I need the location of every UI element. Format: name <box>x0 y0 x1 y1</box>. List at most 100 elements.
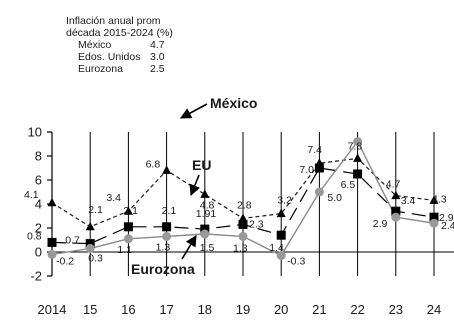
data-label-eurozona: 1.3 <box>233 242 248 254</box>
legend-row-mexico-value: 4.7 <box>150 39 165 51</box>
series-label-eurozona: Eurozona <box>131 261 195 277</box>
marker-eurozona <box>314 187 324 197</box>
y-tick-label: 4 <box>35 197 42 212</box>
marker-eurozona <box>353 137 363 147</box>
y-tick-label: 6 <box>35 173 42 188</box>
series-label-mexico: México <box>210 95 257 111</box>
data-label-eu: 2.1 <box>123 205 138 217</box>
marker-eurozona <box>276 251 286 261</box>
data-label-eurozona: -0.2 <box>56 255 74 267</box>
data-label-eu: 7.0 <box>299 164 314 176</box>
x-tick-label: 2014 <box>38 302 67 317</box>
marker-eu <box>429 212 439 222</box>
data-label-eurozona: 0.3 <box>88 252 103 264</box>
marker-mexico <box>47 197 57 207</box>
data-label-mexico: 3.4 <box>106 192 121 204</box>
data-label-eurozona: -0.3 <box>287 256 305 268</box>
legend: Inflación anual prom década 2015-2024 (%… <box>66 15 173 75</box>
x-tick-label: 24 <box>427 302 441 317</box>
data-label-eurozona: 1.1 <box>117 244 132 256</box>
marker-eu <box>200 224 210 234</box>
x-tick-label: 22 <box>350 302 364 317</box>
data-label-eu: 3.4 <box>401 195 416 207</box>
legend-row-mexico-name: México <box>78 39 111 51</box>
x-tick-label: 15 <box>83 302 97 317</box>
marker-eu <box>238 219 248 229</box>
marker-mexico <box>85 221 95 231</box>
marker-mexico <box>200 189 210 198</box>
x-tick-label: 17 <box>159 302 173 317</box>
marker-eurozona <box>123 234 133 244</box>
marker-mexico <box>353 153 363 162</box>
marker-eu <box>276 230 286 240</box>
marker-eu <box>85 239 95 249</box>
data-label-mexico: 7.8 <box>348 140 363 152</box>
marker-eu <box>353 169 363 179</box>
marker-eurozona <box>85 243 95 253</box>
legend-title-line2: década 2015-2024 (%) <box>66 27 173 39</box>
marker-mexico <box>429 195 439 204</box>
y-tick-label: -2 <box>30 269 42 284</box>
data-label-eurozona: 1.3 <box>156 241 171 253</box>
y-tick-label: 8 <box>35 149 42 164</box>
marker-eurozona <box>162 231 172 241</box>
data-label-eu: 0.8 <box>27 230 42 242</box>
series-label-eu: EU <box>192 157 211 173</box>
data-label-mexico: 4.3 <box>432 193 447 205</box>
y-tick-label: 0 <box>35 245 42 260</box>
eu-arrow <box>189 174 200 197</box>
data-label-eu: 2.1 <box>162 205 177 217</box>
y-tick-label: 10 <box>28 125 42 140</box>
marker-eurozona <box>429 218 439 228</box>
x-tick-label: 18 <box>198 302 212 317</box>
data-label-eu: 6.5 <box>341 179 356 191</box>
data-label-eurozona: 2.9 <box>373 218 388 230</box>
data-label-mexico: 4.8 <box>200 199 215 211</box>
legend-row-us-name: Edos. Unidos <box>78 51 140 63</box>
marker-eurozona <box>238 231 248 241</box>
x-tick-label: 21 <box>312 302 326 317</box>
x-tick-label: 19 <box>236 302 250 317</box>
marker-eurozona <box>47 249 57 259</box>
data-label-mexico: 4.7 <box>386 179 401 191</box>
data-label-mexico: 2.8 <box>237 199 252 211</box>
y-tick-label: 2 <box>35 221 42 236</box>
eurozona-arrow <box>181 235 197 260</box>
data-label-eu: 2.9 <box>439 212 454 224</box>
data-labels: 4.12.13.46.84.8 2.8 3.27.4 7.84.74.30.8 0.72… <box>24 140 454 267</box>
mexico-arrow <box>180 103 208 119</box>
series-callouts: México EU Eurozona <box>131 95 257 277</box>
x-tick-label: 23 <box>389 302 403 317</box>
data-label-mexico: 2.1 <box>88 204 103 216</box>
grid-lines <box>89 132 435 276</box>
legend-row-eurozone-name: Eurozona <box>78 63 123 75</box>
marker-eu <box>162 222 172 232</box>
data-label-eurozona: 2.4 <box>441 220 454 232</box>
marker-mexico <box>123 206 133 215</box>
legend-row-us-value: 3.0 <box>150 51 165 63</box>
data-label-mexico: 3.2 <box>277 195 292 207</box>
data-label-mexico: 7.4 <box>307 144 322 156</box>
marker-eu <box>47 237 57 247</box>
marker-mexico <box>162 165 172 174</box>
x-tick-label: 16 <box>121 302 135 317</box>
marker-eurozona <box>200 229 210 239</box>
legend-title-line1: Inflación anual prom <box>66 15 161 27</box>
data-label-eurozona: 1.5 <box>200 242 215 254</box>
data-label-mexico: 4.1 <box>24 189 39 201</box>
marker-mexico <box>238 213 248 222</box>
data-label-eu: 1.4 <box>269 242 284 254</box>
data-label-eu: 1.91 <box>196 208 217 220</box>
data-label-eu: 2.3 <box>249 218 264 230</box>
x-tick-label: 20 <box>274 302 288 317</box>
series-markers <box>47 137 439 261</box>
data-label-eu: 0.7 <box>65 235 80 247</box>
marker-eu <box>391 206 401 216</box>
marker-eu <box>314 163 324 173</box>
marker-mexico <box>276 208 286 218</box>
data-label-mexico: 6.8 <box>146 158 161 170</box>
data-label-eurozona: 5.0 <box>327 192 342 204</box>
marker-eurozona <box>391 212 401 222</box>
marker-mexico <box>391 190 401 200</box>
